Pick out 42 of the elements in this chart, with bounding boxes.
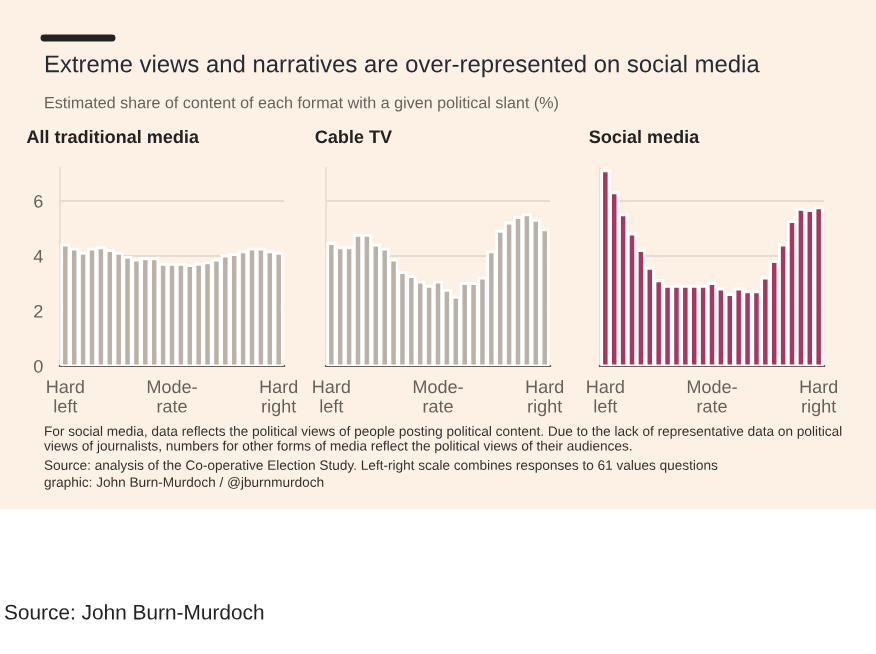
bar (166, 262, 178, 366)
bar (193, 262, 204, 366)
y-tick-label: 6 (34, 194, 43, 208)
y-tick-label: 4 (33, 250, 43, 263)
bar (273, 251, 284, 366)
y-tick-label: 2 (34, 304, 43, 318)
x-tick-label: Mode- rate (687, 379, 737, 413)
bar (512, 216, 524, 366)
chart-title: Social media (589, 129, 700, 144)
bar (795, 207, 806, 366)
chart-title: Cable TV (315, 129, 392, 144)
bar (441, 288, 452, 366)
x-tick-label: Hard left (587, 379, 624, 413)
bar (733, 287, 744, 366)
bar (715, 287, 726, 366)
bar (131, 258, 142, 366)
bar (352, 233, 364, 366)
bar (671, 284, 682, 366)
bar (60, 243, 71, 366)
x-tick-label: Hard left (313, 379, 350, 413)
bar (175, 262, 186, 366)
bar (86, 247, 98, 366)
bar (706, 282, 718, 366)
chart-title: All traditional media (26, 129, 200, 144)
x-tick-label: Mode- rate (147, 379, 197, 413)
bar (184, 264, 195, 366)
source-note: Source: John Burn-Murdoch (4, 604, 264, 620)
x-tick-label: Hard right (526, 379, 564, 417)
bar (326, 242, 337, 366)
bar (600, 169, 611, 366)
bar (211, 258, 222, 366)
x-tick-label: Mode- rate (413, 379, 463, 413)
bar (246, 247, 258, 366)
bar (813, 206, 824, 366)
text: Estimated share of content of each format with a given political slant (%) (45, 96, 558, 112)
y-tick-label: 0 (34, 359, 43, 373)
x-tick-label: Hard left (47, 379, 84, 413)
text: Extreme views and narratives are over-represented on social media (45, 54, 760, 78)
bar (459, 282, 470, 366)
x-tick-label: Hard right (260, 379, 298, 417)
x-tick-label: Hard right (800, 379, 838, 417)
bar (432, 280, 444, 366)
